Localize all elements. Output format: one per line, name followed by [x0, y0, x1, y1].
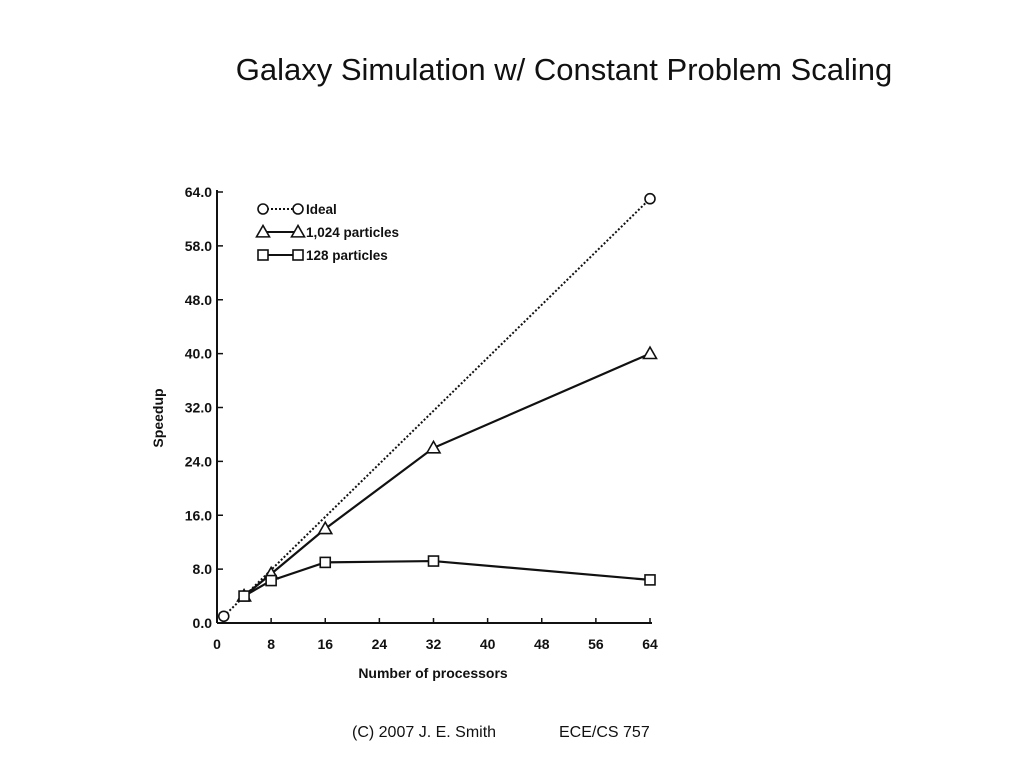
- data-point-128-particles: [319, 556, 332, 569]
- x-tick-label: 0: [213, 636, 221, 652]
- y-tick-label: 32.0: [185, 400, 212, 416]
- x-tick-label: 56: [588, 636, 604, 652]
- footer-copyright: (C) 2007 J. E. Smith: [352, 724, 497, 741]
- data-point-128-particles: [238, 590, 250, 602]
- data-point-1-024-particles: [317, 520, 334, 535]
- data-point-128-particles: [644, 574, 656, 586]
- y-tick-label: 64.0: [185, 184, 212, 200]
- series-line-ideal: [223, 198, 651, 617]
- slide-title: Galaxy Simulation w/ Constant Problem Sc…: [235, 52, 893, 87]
- y-tick-label: 40.0: [185, 346, 212, 362]
- x-tick-label: 40: [480, 636, 496, 652]
- data-point-1-024-particles: [425, 439, 442, 454]
- legend-label-128-particles: 128 particles: [306, 248, 388, 263]
- legend-marker-ideal: [257, 203, 269, 215]
- legend-marker-128-particles: [257, 249, 269, 261]
- legend-label-1-024-particles: 1,024 particles: [306, 225, 399, 240]
- data-point-ideal: [217, 610, 230, 623]
- y-tick-label: 58.0: [185, 238, 212, 254]
- y-tick-label: 24.0: [185, 453, 212, 469]
- data-point-ideal: [644, 192, 656, 205]
- footer-course: ECE/CS 757: [559, 724, 650, 741]
- y-tick-label: 16.0: [185, 507, 212, 523]
- series-line-1-024-particles: [243, 352, 651, 597]
- x-tick-label: 32: [426, 636, 442, 652]
- data-point-128-particles: [427, 555, 440, 567]
- data-point-1-024-particles: [642, 345, 658, 360]
- x-tick-label: 48: [534, 636, 550, 652]
- chart-ticks: 0 8 16 24 32 40 48 56 64 0.0 8.0 16.0 24.0 32.0 40.0 48…: [185, 184, 658, 652]
- chart-axes: [216, 190, 652, 624]
- x-axis-label: Number of processors: [358, 665, 508, 681]
- x-tick-label: 64: [642, 636, 658, 652]
- series-line-128-particles: [243, 559, 651, 598]
- legend-marker-128-particles: [292, 249, 304, 261]
- legend-marker-1-024-particles: [255, 223, 271, 238]
- x-tick-label: 16: [317, 636, 333, 652]
- x-tick-label: 24: [372, 636, 388, 652]
- y-tick-label: 0.0: [193, 615, 213, 631]
- chart-series: [217, 192, 658, 623]
- legend-marker-1-024-particles: [290, 223, 306, 238]
- legend-marker-ideal: [292, 203, 304, 215]
- chart-legend: Ideal 1,024 particles 128 particles: [255, 202, 399, 263]
- y-tick-label: 8.0: [193, 561, 213, 577]
- x-tick-label: 8: [267, 636, 275, 652]
- legend-label-ideal: Ideal: [306, 202, 337, 217]
- data-point-128-particles: [265, 574, 277, 587]
- y-tick-label: 48.0: [185, 292, 212, 308]
- y-axis-label: Speedup: [150, 388, 166, 447]
